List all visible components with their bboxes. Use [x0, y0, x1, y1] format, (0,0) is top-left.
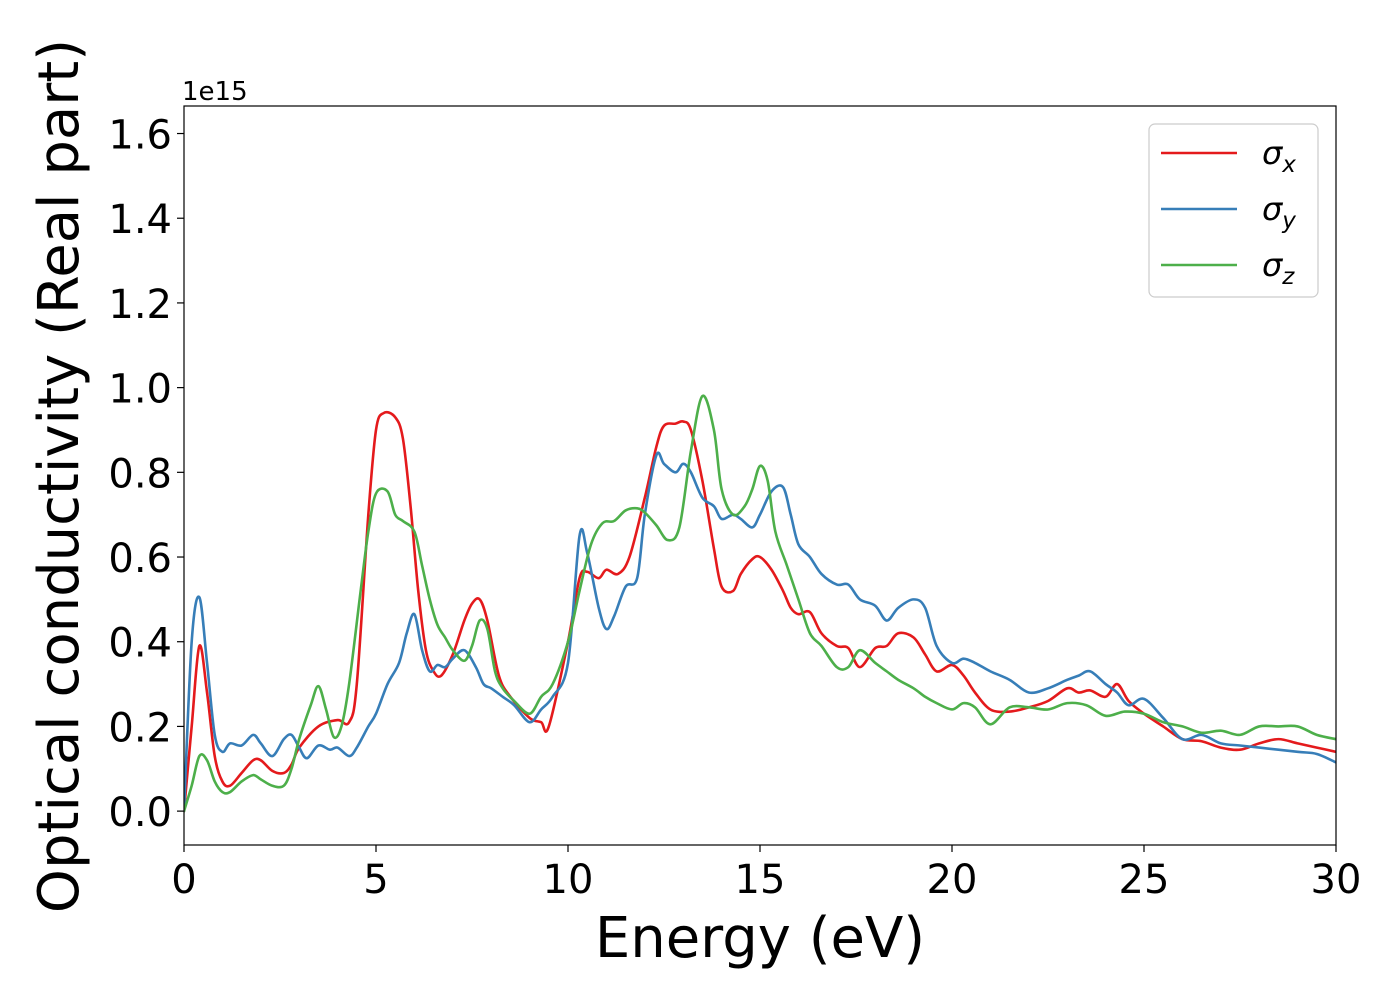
x-tick-label: 10: [543, 857, 594, 903]
x-tick-label: 30: [1311, 857, 1362, 903]
legend-subscript: y: [1281, 208, 1296, 234]
series-line-x: [184, 410, 1336, 813]
y-tick-label: 0.0: [108, 790, 172, 836]
series-line-z: [184, 394, 1336, 813]
x-tick-label: 20: [927, 857, 978, 903]
legend-subscript: x: [1281, 152, 1296, 178]
x-axis-ticks: 0 5 10 15 20 25 30: [171, 845, 1361, 903]
y-tick-label: 0.2: [108, 705, 172, 751]
series-line-y: [184, 451, 1336, 813]
y-axis-ticks: 0.0 0.2 0.4 0.6 0.8 1.0 1.2 1.4 1.6: [108, 113, 184, 836]
x-tick-label: 25: [1119, 857, 1170, 903]
x-axis-label: Energy (eV): [595, 906, 925, 971]
y-tick-label: 0.6: [108, 536, 172, 582]
y-tick-label: 0.4: [108, 621, 172, 667]
x-tick-label: 0: [171, 857, 196, 903]
x-tick-label: 5: [363, 857, 388, 903]
plot-frame: [183, 105, 1337, 846]
y-axis-label: Optical conductivity (Real part): [27, 39, 92, 913]
y-tick-label: 0.8: [108, 451, 172, 497]
y-tick-label: 1.6: [108, 113, 172, 159]
y-tick-label: 1.0: [108, 367, 172, 413]
legend-box: [1148, 123, 1319, 298]
y-tick-label: 1.4: [108, 197, 172, 243]
x-tick-label: 15: [735, 857, 786, 903]
plot-background: [184, 106, 1336, 845]
y-axis-offset-text: 1e15: [182, 77, 248, 107]
y-tick-label: 1.2: [108, 282, 172, 328]
series-layer: [184, 394, 1336, 813]
legend-subscript: z: [1281, 264, 1295, 290]
legend-label-y: σy: [1262, 190, 1296, 234]
